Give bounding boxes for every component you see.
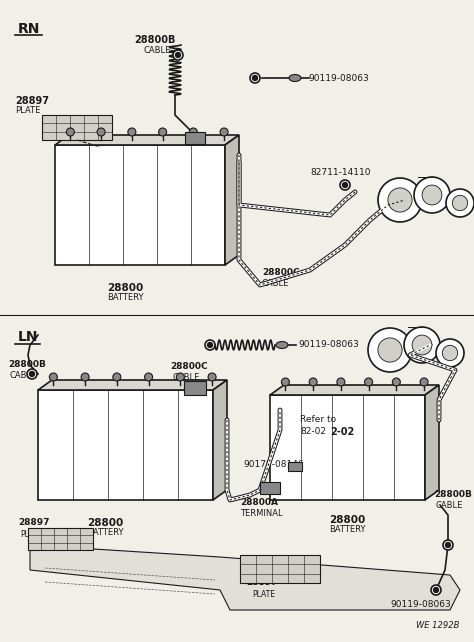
Text: CABLE: CABLE [262, 279, 289, 288]
Text: CABLE: CABLE [143, 46, 171, 55]
Text: 28800: 28800 [329, 515, 365, 525]
Text: PLATE: PLATE [253, 590, 275, 599]
Text: 90119-08063: 90119-08063 [308, 74, 369, 83]
Circle shape [443, 540, 453, 550]
Text: PLATE: PLATE [20, 530, 43, 539]
Circle shape [128, 128, 136, 136]
Circle shape [412, 335, 432, 355]
Circle shape [220, 128, 228, 136]
Polygon shape [270, 395, 425, 500]
Circle shape [49, 373, 57, 381]
Text: WE 1292B: WE 1292B [416, 621, 459, 630]
Circle shape [431, 585, 441, 595]
Polygon shape [55, 145, 225, 265]
Circle shape [436, 339, 464, 367]
Circle shape [368, 328, 412, 372]
Circle shape [66, 128, 74, 136]
Text: 28897: 28897 [18, 518, 49, 527]
Text: CABLE: CABLE [10, 371, 37, 380]
FancyBboxPatch shape [288, 462, 302, 471]
Circle shape [309, 378, 317, 386]
Circle shape [442, 345, 458, 361]
Circle shape [392, 378, 401, 386]
Polygon shape [225, 135, 239, 265]
Polygon shape [38, 380, 227, 390]
Circle shape [175, 53, 181, 58]
Circle shape [250, 73, 260, 83]
FancyBboxPatch shape [184, 381, 206, 395]
Text: TERMINAL: TERMINAL [240, 509, 283, 518]
Text: CABLE: CABLE [436, 501, 464, 510]
Polygon shape [38, 390, 213, 500]
Circle shape [208, 342, 212, 347]
Circle shape [452, 195, 468, 211]
Circle shape [343, 182, 347, 187]
Text: BATTERY: BATTERY [87, 528, 123, 537]
Circle shape [282, 378, 290, 386]
Text: 82711-14110: 82711-14110 [310, 168, 371, 177]
Circle shape [388, 188, 412, 212]
Circle shape [404, 327, 440, 363]
Circle shape [378, 338, 402, 362]
Text: 2-02: 2-02 [330, 427, 354, 437]
Text: LN: LN [18, 330, 38, 344]
Circle shape [208, 373, 216, 381]
Circle shape [81, 373, 89, 381]
Circle shape [145, 373, 153, 381]
Text: BATTERY: BATTERY [107, 293, 143, 302]
FancyBboxPatch shape [260, 482, 280, 494]
Text: BATTERY: BATTERY [329, 525, 365, 534]
Circle shape [337, 378, 345, 386]
Circle shape [29, 372, 35, 376]
Text: 28800C: 28800C [170, 362, 208, 371]
Circle shape [340, 180, 350, 190]
Text: 28800B: 28800B [134, 35, 176, 45]
Text: 28800B: 28800B [8, 360, 46, 369]
FancyBboxPatch shape [185, 132, 205, 144]
Text: 28800C: 28800C [262, 268, 300, 277]
Circle shape [205, 340, 215, 350]
Circle shape [159, 128, 166, 136]
Circle shape [173, 50, 183, 60]
Text: Refer to: Refer to [300, 415, 336, 424]
Bar [28, 528, 93, 550]
Polygon shape [213, 380, 227, 500]
Circle shape [422, 185, 442, 205]
Text: 90119-08063: 90119-08063 [298, 340, 359, 349]
Bar [240, 555, 320, 583]
Ellipse shape [289, 74, 301, 82]
Polygon shape [30, 545, 460, 610]
Text: 90119-08063: 90119-08063 [390, 600, 451, 609]
Bar [42, 115, 112, 140]
Circle shape [97, 128, 105, 136]
Circle shape [446, 189, 474, 217]
Text: 90179-08146: 90179-08146 [243, 460, 304, 469]
Polygon shape [270, 385, 439, 395]
Polygon shape [425, 385, 439, 500]
Polygon shape [55, 135, 239, 145]
Circle shape [113, 373, 121, 381]
Text: 28800A: 28800A [240, 498, 278, 507]
Circle shape [420, 378, 428, 386]
Circle shape [414, 177, 450, 213]
Circle shape [446, 542, 450, 548]
Circle shape [365, 378, 373, 386]
Text: 28897: 28897 [246, 578, 278, 587]
Circle shape [189, 128, 197, 136]
Ellipse shape [276, 342, 288, 349]
Circle shape [176, 373, 184, 381]
Text: 82-02: 82-02 [300, 427, 326, 436]
Circle shape [27, 369, 37, 379]
Circle shape [378, 178, 422, 222]
Circle shape [253, 76, 257, 80]
Text: 28800B: 28800B [434, 490, 472, 499]
Text: 28800: 28800 [107, 283, 143, 293]
Circle shape [434, 587, 438, 593]
Text: 28800: 28800 [87, 518, 123, 528]
Text: RN: RN [18, 22, 40, 36]
Text: 28897: 28897 [15, 96, 49, 106]
Text: CABLE: CABLE [173, 373, 201, 382]
Text: PLATE: PLATE [15, 106, 40, 115]
